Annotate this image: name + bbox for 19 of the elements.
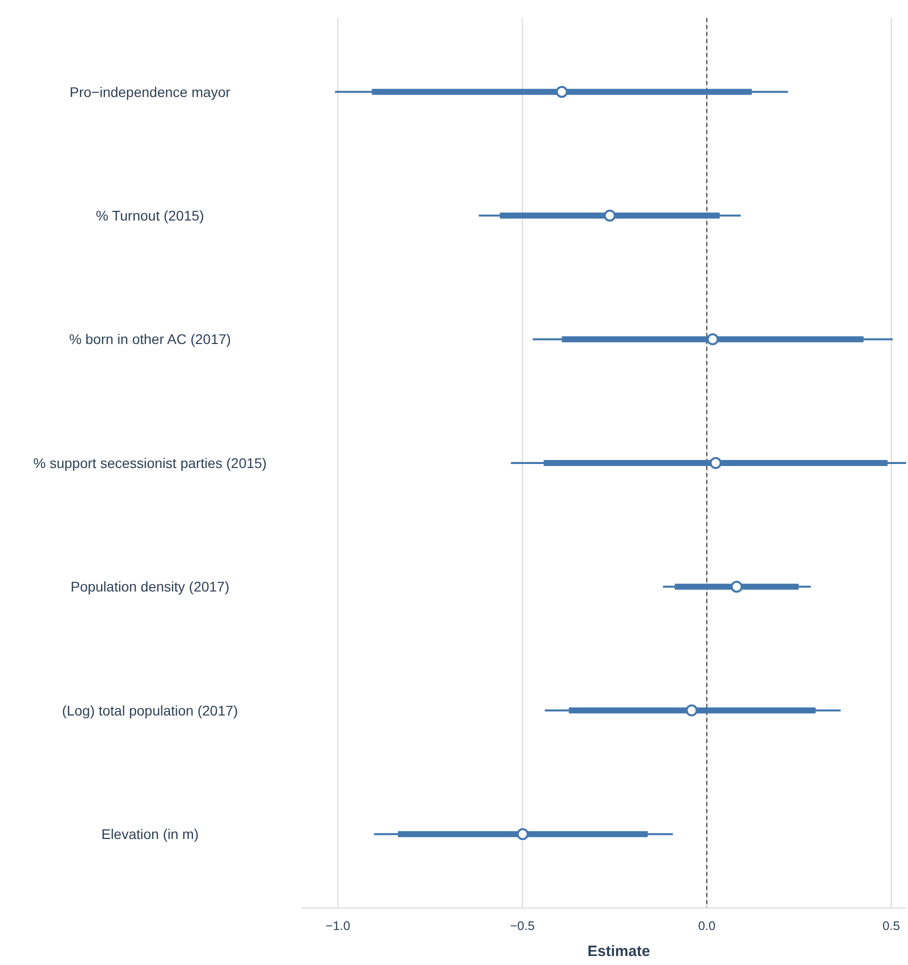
x-tick-label: 0.0 (698, 919, 716, 933)
y-tick-label: % born in other AC (2017) (69, 331, 231, 348)
y-tick-label: (Log) total population (2017) (62, 702, 238, 718)
y-tick-label: Pro−independence mayor (70, 84, 231, 100)
y-tick-label: % Turnout (2015) (96, 207, 204, 224)
point (710, 457, 722, 469)
point (556, 86, 568, 98)
x-tick-label: −0.5 (510, 919, 535, 933)
point (516, 828, 529, 840)
y-tick-label: Elevation (in m) (101, 826, 199, 842)
y-tick-label: % support secessionist parties (2015) (33, 454, 267, 471)
point (730, 580, 743, 593)
point (686, 704, 698, 716)
x-tick-label: −1.0 (326, 919, 350, 933)
x-axis-title: Estimate (588, 943, 650, 960)
point (604, 210, 616, 222)
point (706, 333, 719, 346)
y-tick-label: Population density (2017) (70, 578, 230, 595)
x-tick-label: 0.5 (882, 919, 900, 933)
